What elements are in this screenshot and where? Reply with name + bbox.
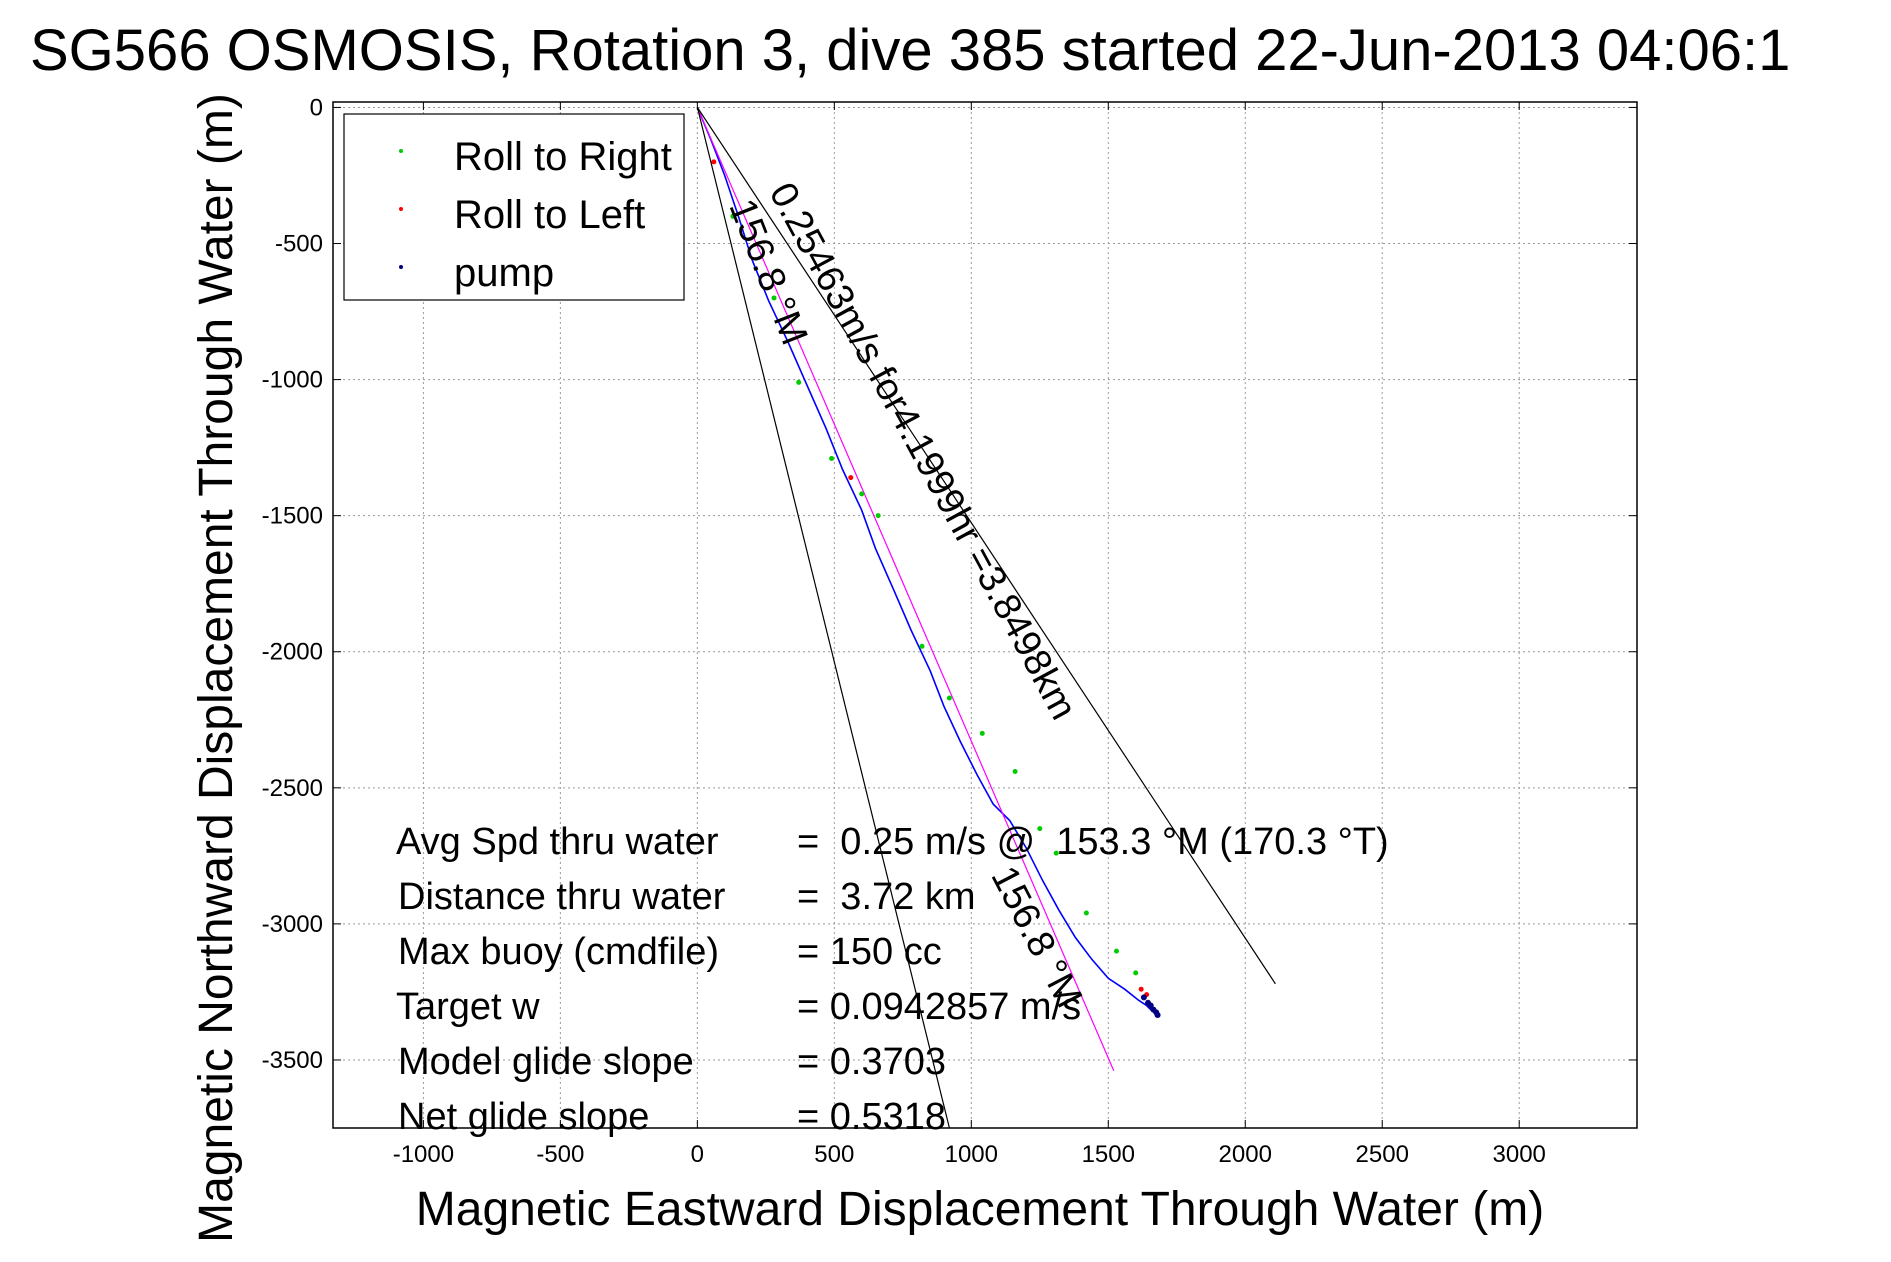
x-tick-label: 0 [691,1141,704,1168]
x-tick-label: -500 [536,1141,584,1168]
stat-label-distance: Distance thru water [398,876,726,918]
roll-right-marker [1012,768,1018,774]
legend-marker-roll-right [399,149,403,153]
chart-title: SG566 OSMOSIS, Rotation 3, dive 385 star… [30,18,1790,83]
y-tick-label: 0 [310,94,323,121]
stat-value-avg-speed: = 0.25 m/s @ 153.3 °M (170.3 °T) [797,821,1389,863]
y-axis-label: Magnetic Northward Displacement Through … [190,93,243,1243]
heading-line-line [696,107,1115,1072]
legend-label-pump: pump [454,251,554,295]
stat-value-distance: = 3.72 km [797,876,975,918]
roll-left-marker [848,475,854,481]
roll-left-marker [1138,986,1144,992]
roll-right-marker [1113,948,1119,954]
track-line [696,107,1159,1016]
y-tick-label: -500 [275,231,323,258]
legend-box [343,113,685,301]
y-tick-label: -3500 [262,1047,323,1074]
roll-right-marker [796,379,802,385]
x-tick-label: 1500 [1082,1141,1135,1168]
y-tick-label: -2000 [262,639,323,666]
legend-label-roll-right: Roll to Right [454,135,672,179]
x-tick-label: -1000 [393,1141,454,1168]
stat-value-target-w: = 0.0942857 m/s [797,986,1081,1028]
pump-marker [1154,1012,1161,1019]
roll-right-marker [919,643,925,649]
x-tick-label: 3000 [1493,1141,1546,1168]
y-tick-label: -2500 [262,775,323,802]
legend-marker-roll-left [399,207,403,211]
legend-marker-pump [399,265,403,269]
stat-label-target-w: Target w [396,986,540,1028]
x-tick-label: 1000 [945,1141,998,1168]
x-axis-label: Magnetic Eastward Displacement Through W… [416,1183,1544,1236]
plot-frame [332,101,1638,1129]
stat-value-net-glide: = 0.5318 [797,1096,946,1138]
legend-label-roll-left: Roll to Left [454,193,645,237]
marker-layer [711,159,1161,1019]
legend: Roll to Right Roll to Left pump [343,113,685,301]
stats-block: Avg Spd thru water = 0.25 m/s @ 153.3 °M… [396,821,1389,1138]
series-layer [696,107,1276,1129]
roll-right-marker [859,491,865,497]
roll-right-marker [875,513,881,519]
x-tick-label: 2500 [1356,1141,1409,1168]
y-tick-label: -1000 [262,367,323,394]
stat-value-model-glide: = 0.3703 [797,1041,946,1083]
stat-label-max-buoy: Max buoy (cmdfile) [398,931,719,973]
pump-marker [1140,994,1147,1001]
roll-right-marker [1133,970,1139,976]
stat-value-max-buoy: = 150 cc [797,931,942,973]
cone-line-line [696,107,1276,985]
roll-left-marker [711,159,717,165]
stat-label-avg-speed: Avg Spd thru water [396,821,719,863]
roll-right-marker [1037,826,1043,832]
cone-line-line [696,107,950,1129]
y-tick-label: -1500 [262,503,323,530]
x-tick-label: 2000 [1219,1141,1272,1168]
roll-right-marker [829,456,835,462]
stat-label-net-glide: Net glide slope [398,1096,649,1138]
roll-right-marker [979,730,985,736]
grid-lines [333,102,1637,1128]
roll-right-marker [730,213,736,219]
x-tick-label: 500 [814,1141,854,1168]
stat-label-model-glide: Model glide slope [398,1041,694,1083]
roll-right-marker [771,295,777,301]
roll-right-marker [1053,850,1059,856]
y-tick-label: -3000 [262,911,323,938]
tick-layer: -1000 -500 0 500 1000 1500 2000 2500 3000 0 -500 -1… [262,94,1637,1168]
roll-right-marker [1083,910,1089,916]
roll-right-marker [946,695,952,701]
